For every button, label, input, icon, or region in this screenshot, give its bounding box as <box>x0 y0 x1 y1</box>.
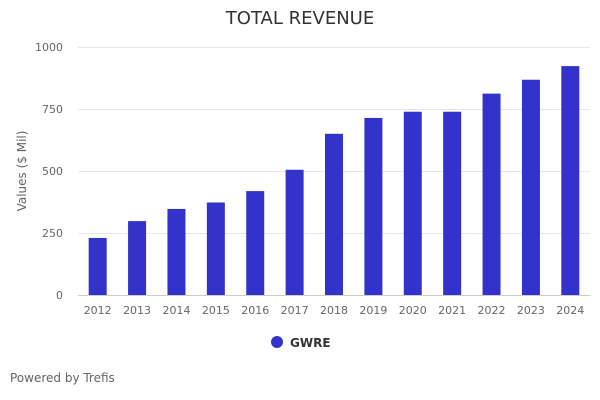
x-tick-label: 2012 <box>84 304 112 317</box>
bar-2013[interactable] <box>128 221 147 295</box>
bar-series[interactable] <box>88 66 580 296</box>
y-tick-label: 0 <box>56 289 63 302</box>
x-tick-label: 2014 <box>162 304 190 317</box>
x-tick-label: 2024 <box>556 304 584 317</box>
legend-label: GWRE <box>290 336 331 350</box>
bar-2012[interactable] <box>88 237 107 295</box>
y-tick-label: 1000 <box>35 41 63 54</box>
bar-2021[interactable] <box>443 111 462 295</box>
y-axis-title: Values ($ Mil) <box>15 131 29 212</box>
legend-marker <box>271 336 283 348</box>
x-tick-label: 2021 <box>438 304 466 317</box>
x-tick-label: 2022 <box>478 304 506 317</box>
bar-2018[interactable] <box>325 133 343 295</box>
y-tick-label: 500 <box>42 165 63 178</box>
x-tick-label: 2019 <box>359 304 387 317</box>
bar-2016[interactable] <box>246 191 265 295</box>
bar-2020[interactable] <box>403 111 422 295</box>
y-tick-label: 750 <box>42 103 63 116</box>
bar-2015[interactable] <box>206 202 225 295</box>
x-tick-label: 2020 <box>399 304 427 317</box>
y-tick-label: 250 <box>42 227 63 240</box>
bar-2024[interactable] <box>561 66 580 295</box>
chart-title: TOTAL REVENUE <box>225 8 374 29</box>
y-axis-ticks: 0 250 500 750 1000 <box>35 41 63 302</box>
bar-2019[interactable] <box>364 117 383 295</box>
x-axis-ticks: 2012 2013 2014 2015 2016 2017 2018 2019 2020 2021… <box>84 304 585 317</box>
credits-link[interactable]: Powered by Trefis <box>10 371 115 385</box>
bar-2017[interactable] <box>285 169 304 295</box>
x-tick-label: 2023 <box>517 304 545 317</box>
x-tick-label: 2016 <box>241 304 269 317</box>
bar-2023[interactable] <box>521 79 540 296</box>
x-tick-label: 2018 <box>320 304 348 317</box>
x-tick-label: 2015 <box>202 304 230 317</box>
x-tick-label: 2017 <box>281 304 309 317</box>
bar-2014[interactable] <box>167 208 186 295</box>
x-tick-label: 2013 <box>123 304 151 317</box>
bar-2022[interactable] <box>482 93 501 296</box>
legend[interactable]: GWRE <box>271 336 331 350</box>
